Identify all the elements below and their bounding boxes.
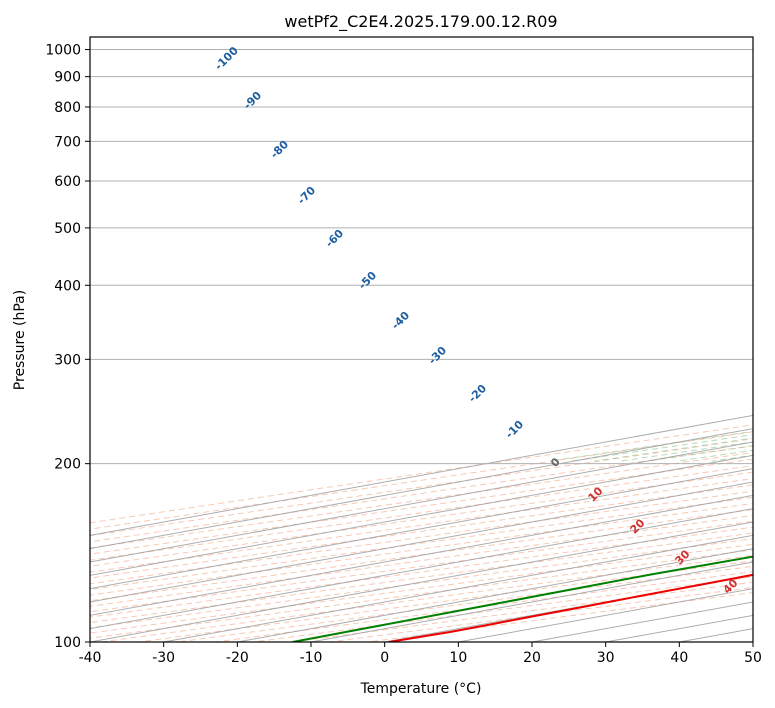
y-tick-label: 300 [54, 352, 81, 368]
y-axis-ticks: 100 200 300 400 500 600 700 800 900 1000 [45, 43, 90, 651]
y-tick-label: 600 [54, 174, 81, 190]
x-tick-label: -40 [79, 650, 102, 666]
isotherm-line [90, 441, 753, 563]
y-tick-label: 100 [54, 635, 81, 651]
isotherm-line [90, 508, 753, 630]
x-axis-label: Temperature (°C) [360, 681, 482, 697]
dry-adiabat-line [90, 538, 753, 629]
x-tick-label: -10 [300, 650, 323, 666]
background-lines [90, 414, 753, 642]
x-tick-label: 50 [744, 650, 762, 666]
isotherm-line [90, 521, 753, 642]
profile-lines [292, 555, 753, 642]
plot-frame [89, 36, 754, 643]
dry-adiabat-line [90, 458, 753, 555]
x-tick-label: 40 [670, 650, 688, 666]
temperature-line [388, 573, 753, 642]
isotherm-line [90, 481, 753, 603]
y-tick-label: 800 [54, 100, 81, 116]
isotherm-line [90, 468, 753, 590]
x-tick-label: -20 [226, 650, 249, 666]
y-tick-label: 400 [54, 278, 81, 294]
dry-adiabat-line [90, 543, 753, 634]
x-tick-label: 10 [449, 650, 467, 666]
isotherm-line [90, 494, 753, 616]
dry-adiabat-line [90, 496, 753, 590]
isotherm-line [90, 454, 753, 576]
x-tick-label: 0 [380, 650, 389, 666]
dry-adiabat-line [90, 484, 753, 579]
x-tick-label: 30 [597, 650, 615, 666]
y-axis-label: Pressure (hPa) [12, 290, 28, 390]
dry-adiabat-line [90, 490, 753, 585]
chart-title: wetPf2_C2E4.2025.179.00.12.R09 [284, 12, 557, 32]
x-tick-label: 20 [523, 650, 541, 666]
isotherm-line [163, 534, 753, 642]
y-tick-label: 1000 [45, 43, 81, 59]
y-tick-label: 900 [54, 70, 81, 86]
dry-adiabat-line [90, 520, 753, 613]
isotherm-line [90, 428, 753, 550]
dry-adiabat-line [90, 471, 753, 567]
y-tick-label: 500 [54, 221, 81, 237]
y-tick-label: 700 [54, 134, 81, 150]
y-tick-label: 200 [54, 457, 81, 473]
dry-adiabat-line [90, 515, 753, 607]
x-axis-ticks: -40 -30 -20 -10 0 10 20 30 40 50 [79, 642, 762, 666]
x-tick-label: -30 [152, 650, 175, 666]
